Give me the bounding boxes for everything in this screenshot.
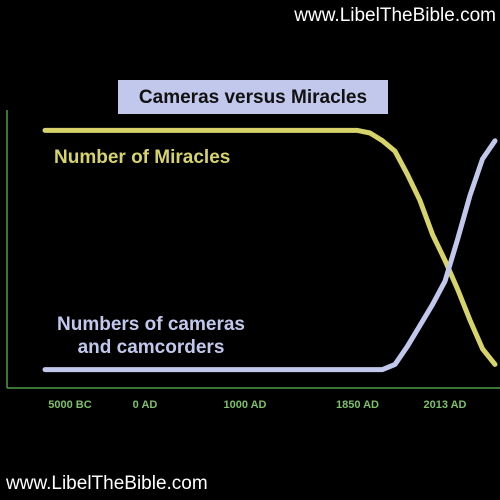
legend-entry: Number of Miracles — [54, 147, 231, 168]
series-line — [42, 138, 498, 373]
x-tick-label: 5000 BC — [48, 399, 91, 411]
chart-title: Cameras versus Miracles — [139, 87, 367, 108]
watermark: www.LibelTheBible.com — [294, 5, 496, 26]
x-tick-label: 1850 AD — [336, 399, 379, 411]
legend-entry: Numbers of cameras and camcorders — [57, 314, 245, 358]
series-line — [42, 127, 498, 367]
x-tick-label: 0 AD — [133, 399, 158, 411]
watermark: www.LibelTheBible.com — [6, 473, 208, 494]
title-box — [118, 80, 388, 114]
x-tick-label: 1000 AD — [223, 399, 266, 411]
x-tick-label: 2013 AD — [423, 399, 466, 411]
